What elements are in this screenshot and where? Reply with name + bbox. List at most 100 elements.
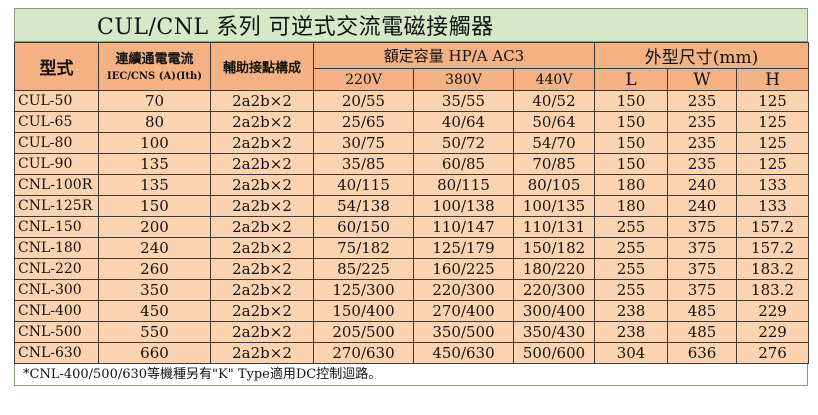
cell-v380: 80/115: [413, 174, 514, 196]
cell-v380: 125/179: [413, 237, 514, 259]
table-row: CNL-630 660 2a2b×2 270/630 450/630 500/600 304…: [14, 342, 810, 364]
table-row: CNL-400 450 2a2b×2 150/400 270/400 300/400 238…: [14, 300, 810, 322]
cell-v220: 205/500: [313, 321, 414, 343]
cell-aux: 2a2b×2: [210, 111, 314, 133]
header-width: W: [667, 68, 738, 91]
cell-L: 180: [594, 195, 669, 217]
cell-v380: 160/225: [413, 258, 514, 280]
header-440v: 440V: [512, 68, 596, 91]
cell-H: 276: [736, 342, 810, 364]
cell-L: 180: [594, 174, 669, 196]
header-aux: 輔助接點構成: [210, 42, 314, 91]
cell-amp: 70: [98, 90, 211, 112]
cell-v440: 300/400: [512, 300, 596, 322]
table-row: CNL-125R 150 2a2b×2 54/138 100/138 100/135 180…: [14, 195, 810, 217]
header-height: H: [736, 68, 810, 91]
table-row: CNL-150 200 2a2b×2 60/150 110/147 110/131 255 3…: [14, 216, 810, 238]
cell-L: 150: [594, 153, 669, 175]
cell-v220: 150/400: [313, 300, 414, 322]
cell-W: 240: [667, 174, 738, 196]
cell-L: 255: [594, 279, 669, 301]
cell-v220: 30/75: [313, 132, 414, 154]
cell-v380: 35/55: [413, 90, 514, 112]
cell-v220: 54/138: [313, 195, 414, 217]
header-220v: 220V: [313, 68, 414, 91]
cell-model: CNL-220: [14, 258, 99, 280]
header-dimensions: 外型尺寸(mm): [594, 42, 810, 69]
header-model: 型式: [14, 42, 99, 91]
cell-W: 636: [667, 342, 738, 364]
cell-H: 125: [736, 132, 810, 154]
header-rated-capacity: 額定容量 HP/A AC3: [312, 42, 596, 69]
cell-W: 235: [667, 90, 738, 112]
cell-W: 240: [667, 195, 738, 217]
cell-W: 485: [667, 300, 738, 322]
header-length: L: [594, 68, 669, 91]
cell-amp: 150: [98, 195, 211, 217]
cell-v440: 150/182: [512, 237, 596, 259]
cell-aux: 2a2b×2: [210, 153, 314, 175]
header-amp: 連續通電電流 IEC/CNS (A)(Ith): [98, 42, 211, 91]
cell-model: CUL-80: [14, 132, 99, 154]
cell-v440: 350/430: [512, 321, 596, 343]
cell-W: 235: [667, 153, 738, 175]
cell-v220: 40/115: [313, 174, 414, 196]
cell-aux: 2a2b×2: [210, 90, 314, 112]
cell-v440: 110/131: [512, 216, 596, 238]
cell-H: 229: [736, 321, 810, 343]
cell-L: 255: [594, 258, 669, 280]
cell-aux: 2a2b×2: [210, 279, 314, 301]
cell-amp: 240: [98, 237, 211, 259]
cell-model: CNL-300: [14, 279, 99, 301]
cell-L: 238: [594, 321, 669, 343]
cell-aux: 2a2b×2: [210, 342, 314, 364]
cell-aux: 2a2b×2: [210, 258, 314, 280]
cell-H: 183.2: [736, 279, 810, 301]
cell-v440: 100/135: [512, 195, 596, 217]
cell-amp: 350: [98, 279, 211, 301]
cell-L: 150: [594, 111, 669, 133]
cell-amp: 80: [98, 111, 211, 133]
cell-H: 125: [736, 111, 810, 133]
cell-H: 133: [736, 195, 810, 217]
cell-v380: 350/500: [413, 321, 514, 343]
cell-amp: 100: [98, 132, 211, 154]
cell-v440: 50/64: [512, 111, 596, 133]
cell-aux: 2a2b×2: [210, 300, 314, 322]
cell-model: CNL-100R: [14, 174, 99, 196]
cell-amp: 660: [98, 342, 211, 364]
cell-model: CNL-180: [14, 237, 99, 259]
cell-v440: 180/220: [512, 258, 596, 280]
header-amp-line2: IEC/CNS (A)(Ith): [107, 70, 202, 82]
cell-H: 157.2: [736, 237, 810, 259]
cell-W: 375: [667, 216, 738, 238]
cell-W: 375: [667, 237, 738, 259]
cell-model: CNL-125R: [14, 195, 99, 217]
cell-v220: 75/182: [313, 237, 414, 259]
page-title: CUL/CNL 系列 可逆式交流電磁接觸器: [14, 8, 808, 42]
cell-amp: 450: [98, 300, 211, 322]
footnote: *CNL-400/500/630等機種另有"K" Type適用DC控制迴路。: [14, 364, 808, 386]
cell-v440: 500/600: [512, 342, 596, 364]
header-amp-line1: 連續通電電流: [115, 51, 194, 67]
cell-v380: 60/85: [413, 153, 514, 175]
cell-amp: 135: [98, 174, 211, 196]
cell-W: 375: [667, 258, 738, 280]
cell-W: 485: [667, 321, 738, 343]
cell-model: CUL-65: [14, 111, 99, 133]
cell-v440: 54/70: [512, 132, 596, 154]
cell-model: CUL-50: [14, 90, 99, 112]
cell-v380: 220/300: [413, 279, 514, 301]
cell-v220: 85/225: [313, 258, 414, 280]
table-row: CNL-500 550 2a2b×2 205/500 350/500 350/430 238…: [14, 321, 810, 343]
cell-v220: 125/300: [313, 279, 414, 301]
spec-sheet: CUL/CNL 系列 可逆式交流電磁接觸器 型式 連續通電電流 IEC/CNS …: [14, 8, 810, 386]
cell-model: CNL-400: [14, 300, 99, 322]
cell-W: 235: [667, 132, 738, 154]
cell-v380: 110/147: [413, 216, 514, 238]
table-row: CUL-65 80 2a2b×2 25/65 40/64 50/64 150 235 125: [14, 111, 810, 133]
cell-v220: 270/630: [313, 342, 414, 364]
cell-H: 125: [736, 90, 810, 112]
cell-L: 150: [594, 90, 669, 112]
cell-v380: 270/400: [413, 300, 514, 322]
